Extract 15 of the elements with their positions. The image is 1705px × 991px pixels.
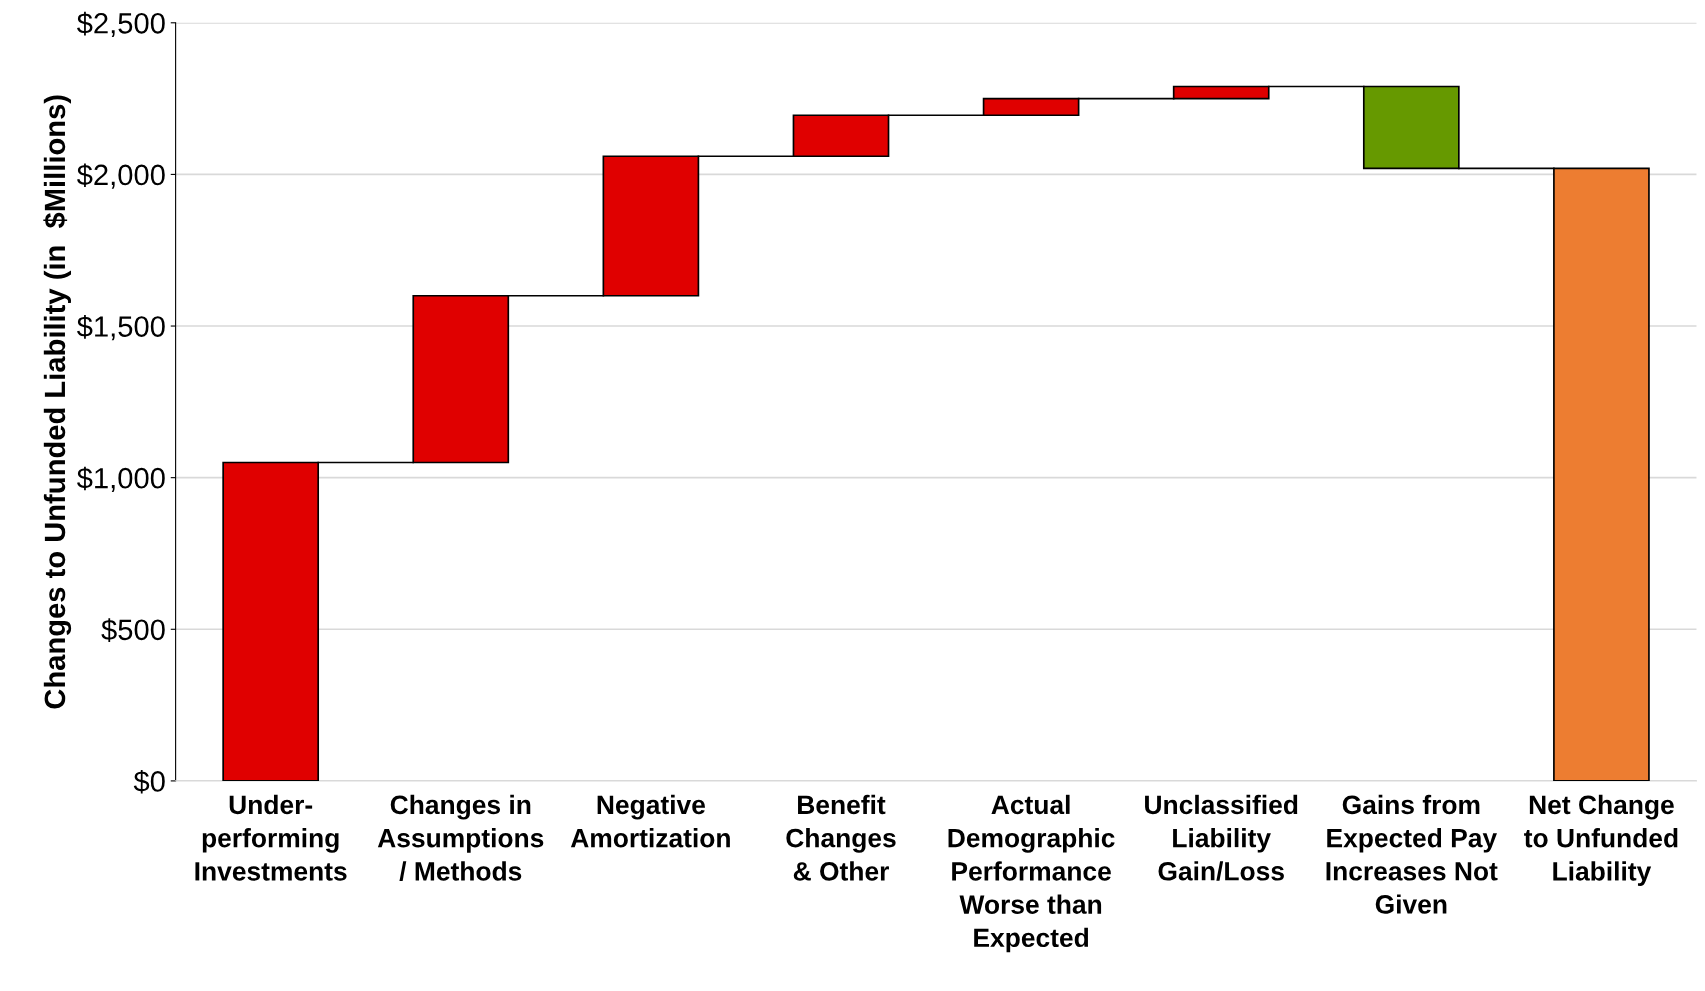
x-tick-label: Actual Demographic Performance Worse than Expected <box>948 794 1115 953</box>
y-tick-label: $2,500 <box>77 11 165 38</box>
x-tick-label: Gains from Expected Pay Increases Not Given <box>1326 794 1498 914</box>
x-tick-label: Unclassified Liability Gain/Loss <box>1145 794 1298 881</box>
x-tick-label: Under- performing Investments <box>195 794 347 881</box>
x-tick-label: Net Change to Unfunded Liability <box>1524 794 1678 886</box>
y-axis-title: Changes to Unfunded Liability (in $Millions) <box>43 95 72 709</box>
y-tick-label: $500 <box>101 618 165 642</box>
y-tick-label: $2,000 <box>77 163 165 189</box>
y-tick-label: $1,000 <box>77 466 165 492</box>
y-tick-label: $0 <box>133 769 165 794</box>
x-tick-label: Changes in Assumptions / Methods <box>377 794 544 881</box>
y-tick-label: $1,500 <box>77 315 165 341</box>
x-tick-label: Negative Amortization <box>570 794 730 848</box>
x-tick-label: Benefit Changes & Other <box>786 794 896 881</box>
